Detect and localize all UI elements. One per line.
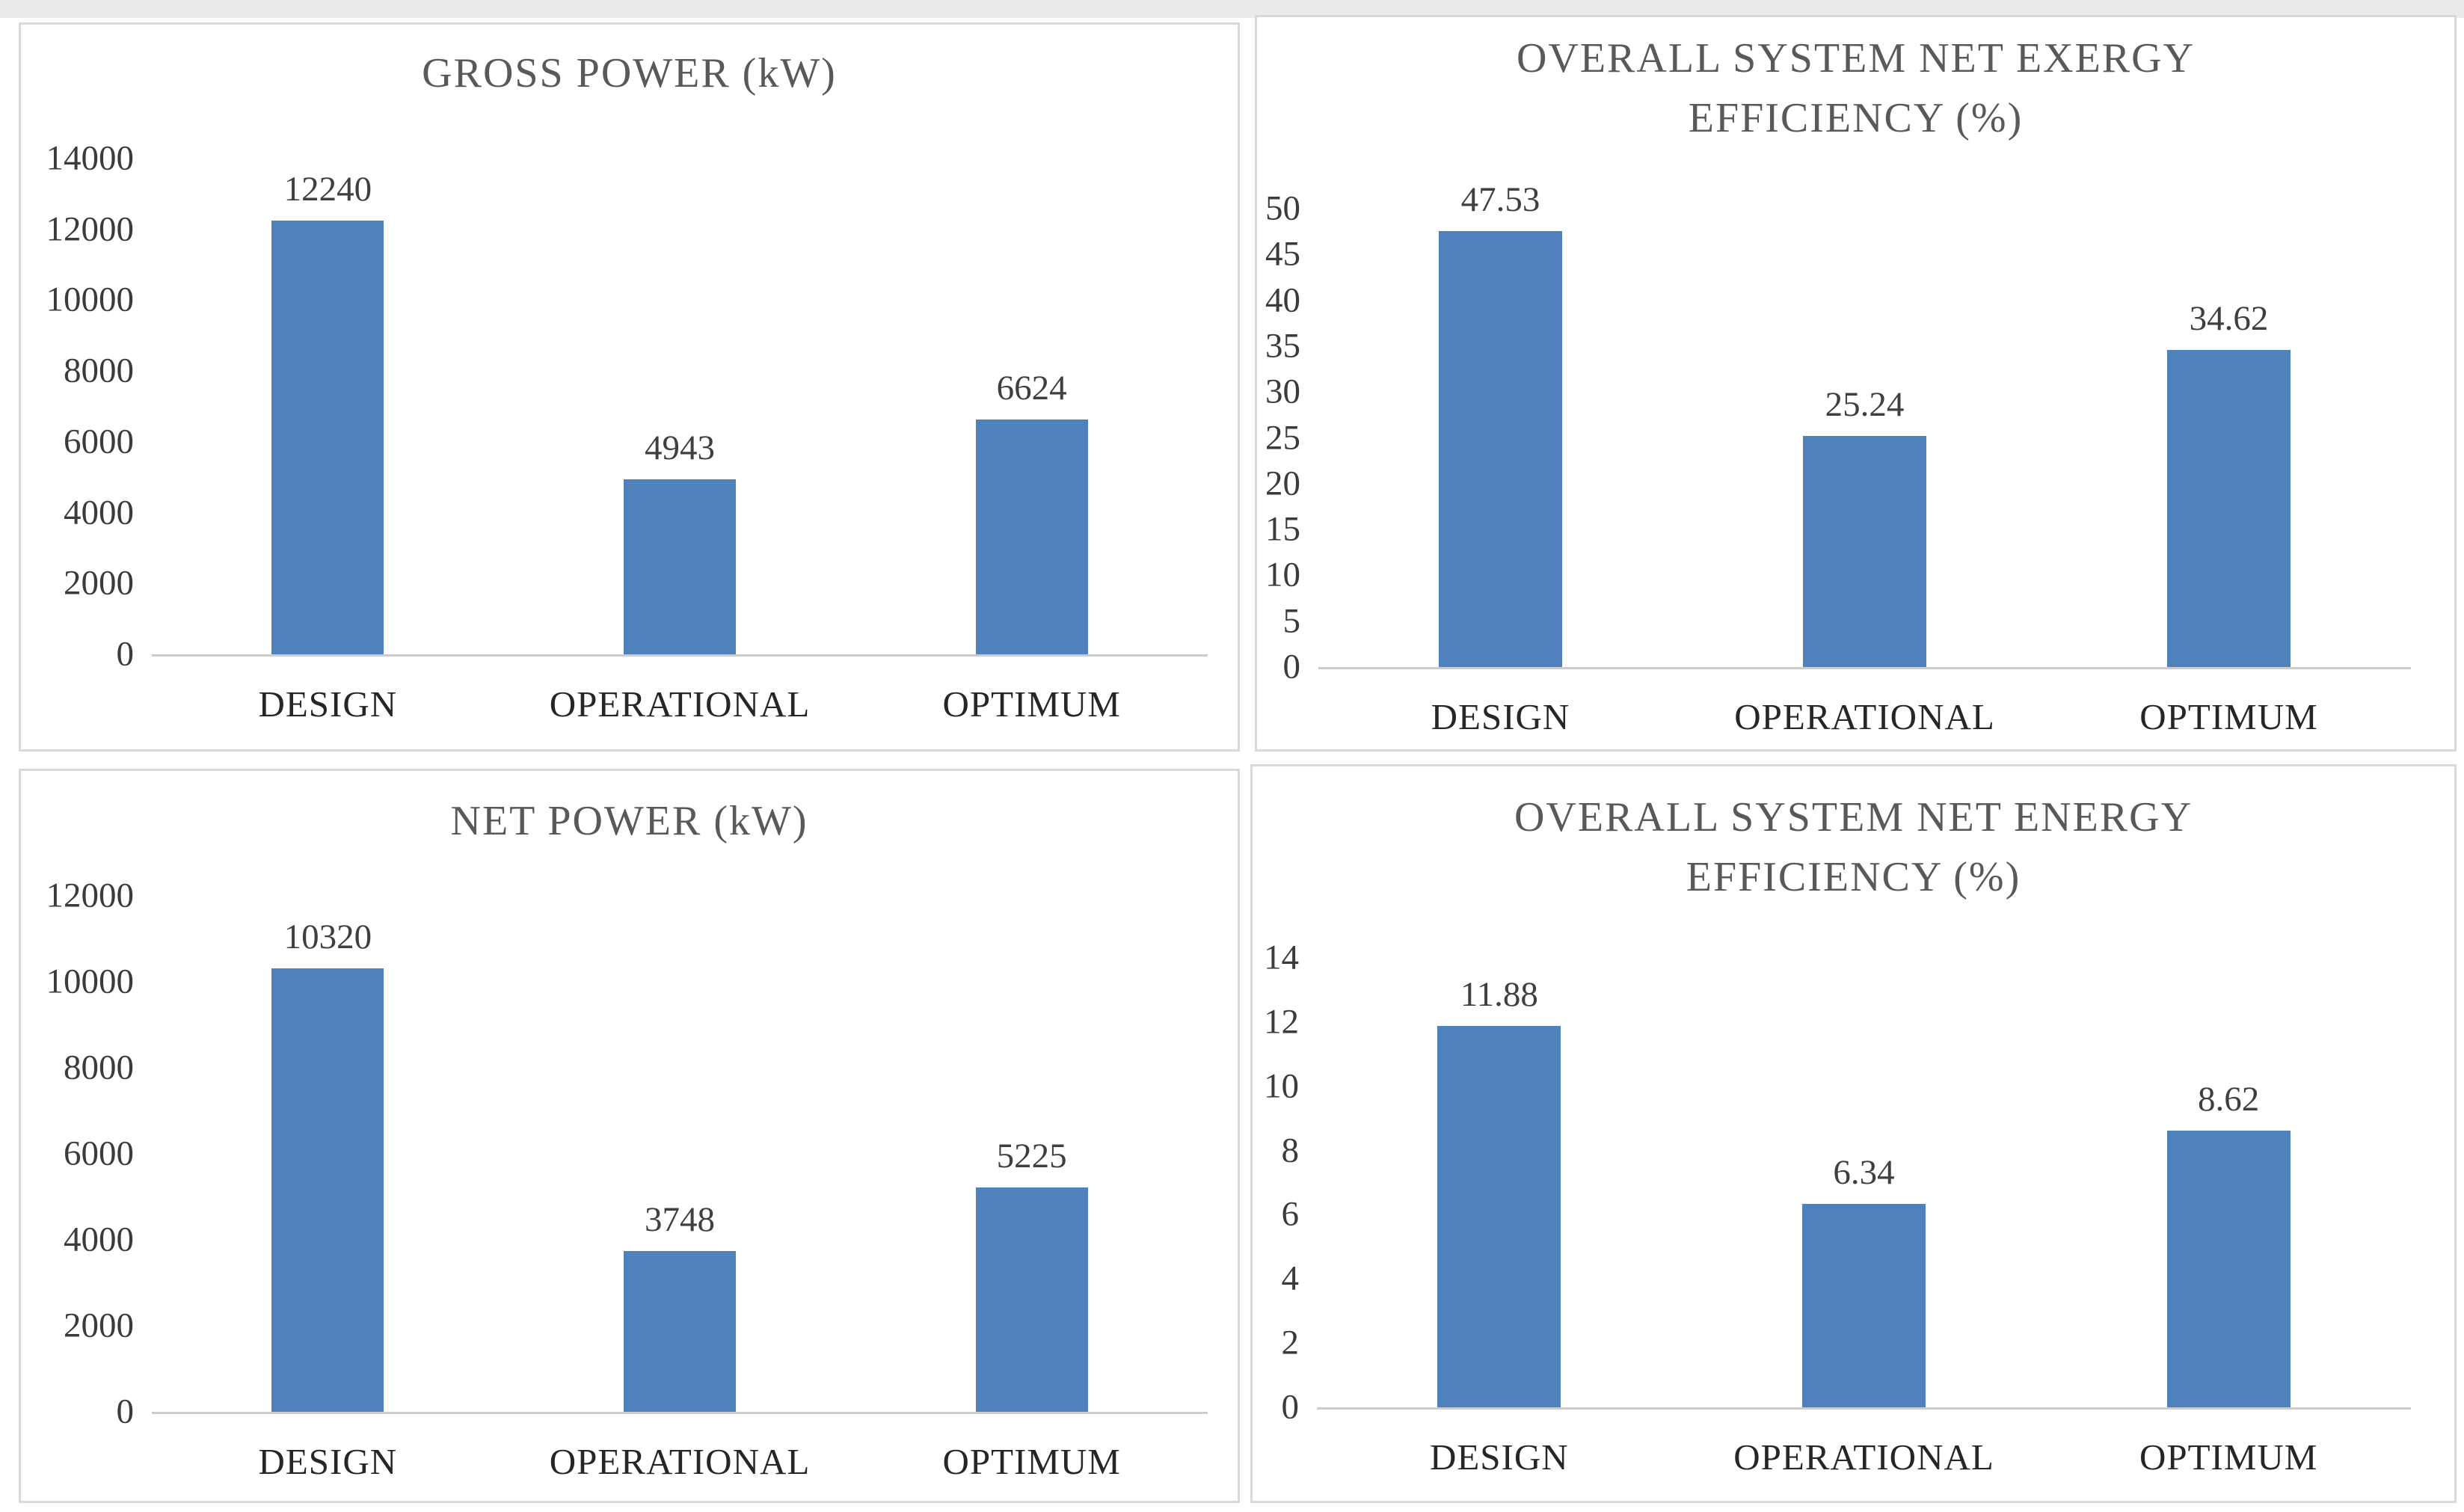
chart-title: OVERALL SYSTEM NET ENERGY EFFICIENCY (%) bbox=[1253, 787, 2454, 907]
x-category-label: OPTIMUM bbox=[2139, 1436, 2318, 1478]
x-axis-labels: DESIGN OPERATIONAL OPTIMUM bbox=[152, 654, 1208, 749]
chart-title: NET POWER (kW) bbox=[21, 791, 1238, 851]
y-tick-label: 2000 bbox=[64, 1306, 134, 1345]
chart-title-line: GROSS POWER (kW) bbox=[422, 50, 837, 96]
x-category-label: OPERATIONAL bbox=[549, 683, 811, 725]
x-category-label: OPTIMUM bbox=[942, 1441, 1121, 1482]
y-tick-label: 12000 bbox=[46, 209, 135, 249]
y-tick-label: 30 bbox=[1265, 372, 1300, 411]
plot-area: 47.53 25.24 34.62 bbox=[1318, 182, 2411, 669]
chart-net-power: NET POWER (kW) 0 2000 4000 6000 8000 10000 120… bbox=[19, 769, 1240, 1503]
bar-operational bbox=[1803, 435, 1926, 667]
y-tick-label: 8000 bbox=[64, 351, 134, 390]
x-category-label: OPTIMUM bbox=[942, 683, 1121, 725]
y-axis: 0 2 4 6 8 10 12 14 bbox=[1253, 940, 1300, 1425]
y-tick-label: 15 bbox=[1265, 509, 1300, 549]
y-tick-label: 4000 bbox=[64, 493, 134, 532]
bar-value-label: 12240 bbox=[283, 170, 372, 209]
bar-design bbox=[271, 221, 384, 654]
chart-title-line: EFFICIENCY (%) bbox=[1686, 854, 2021, 900]
bar-optimum bbox=[975, 1187, 1088, 1412]
y-tick-label: 0 bbox=[116, 634, 135, 674]
chart-title-line: OVERALL SYSTEM NET ENERGY bbox=[1514, 794, 2193, 840]
bar-optimum bbox=[2166, 1130, 2291, 1407]
bar-value-label: 47.53 bbox=[1460, 180, 1540, 220]
y-tick-label: 40 bbox=[1265, 280, 1300, 320]
bar-value-label: 6.34 bbox=[1833, 1152, 1895, 1192]
chart-title-line: NET POWER (kW) bbox=[450, 798, 808, 844]
y-tick-label: 12000 bbox=[46, 876, 135, 915]
x-category-label: DESIGN bbox=[258, 683, 398, 725]
bar-value-label: 10320 bbox=[283, 917, 372, 956]
y-axis: 0 2000 4000 6000 8000 10000 12000 bbox=[21, 878, 135, 1429]
bar-design bbox=[271, 968, 384, 1412]
bar-value-label: 34.62 bbox=[2189, 298, 2269, 338]
chart-title-line: EFFICIENCY (%) bbox=[1688, 95, 2024, 141]
bar-optimum bbox=[975, 420, 1088, 654]
y-tick-label: 8 bbox=[1281, 1131, 1300, 1170]
y-tick-label: 6000 bbox=[64, 422, 134, 461]
x-category-label: DESIGN bbox=[258, 1441, 398, 1482]
y-tick-label: 14000 bbox=[46, 138, 135, 178]
bar-optimum bbox=[2167, 349, 2291, 667]
y-tick-label: 45 bbox=[1265, 234, 1300, 274]
chart-title: GROSS POWER (kW) bbox=[21, 43, 1238, 103]
chart-title-line: OVERALL SYSTEM NET EXERGY bbox=[1516, 35, 2196, 82]
plot-area: 10320 3748 5225 bbox=[152, 896, 1208, 1414]
y-tick-label: 20 bbox=[1265, 464, 1300, 503]
x-axis-labels: DESIGN OPERATIONAL OPTIMUM bbox=[152, 1412, 1208, 1501]
bar-operational bbox=[624, 479, 736, 654]
plot-area: 12240 4943 6624 bbox=[152, 159, 1208, 657]
y-axis: 0 2000 4000 6000 8000 10000 12000 14000 bbox=[21, 141, 135, 672]
bar-value-label: 11.88 bbox=[1460, 975, 1538, 1015]
y-tick-label: 2000 bbox=[64, 563, 134, 603]
y-tick-label: 5 bbox=[1282, 601, 1301, 641]
y-tick-label: 8000 bbox=[64, 1048, 134, 1087]
y-tick-label: 6000 bbox=[64, 1134, 134, 1173]
y-tick-label: 4 bbox=[1281, 1259, 1300, 1298]
bar-value-label: 4943 bbox=[645, 428, 715, 467]
bar-value-label: 6624 bbox=[996, 369, 1067, 408]
y-tick-label: 50 bbox=[1265, 188, 1300, 228]
y-tick-label: 35 bbox=[1265, 326, 1300, 366]
y-tick-label: 0 bbox=[1282, 647, 1301, 686]
y-tick-label: 10 bbox=[1264, 1066, 1299, 1106]
bar-value-label: 8.62 bbox=[2198, 1079, 2260, 1119]
chart-title: OVERALL SYSTEM NET EXERGY EFFICIENCY (%) bbox=[1257, 28, 2454, 148]
y-tick-label: 2 bbox=[1281, 1323, 1300, 1362]
y-tick-label: 12 bbox=[1264, 1002, 1299, 1042]
y-axis: 0 5 10 15 20 25 30 35 40 45 50 bbox=[1257, 191, 1301, 684]
bar-operational bbox=[1802, 1203, 1926, 1407]
bar-design bbox=[1439, 231, 1562, 667]
y-tick-label: 10 bbox=[1265, 555, 1300, 594]
y-tick-label: 10000 bbox=[46, 280, 135, 319]
bar-design bbox=[1437, 1026, 1561, 1407]
bar-value-label: 5225 bbox=[996, 1136, 1067, 1176]
chart-gross-power: GROSS POWER (kW) 0 2000 4000 6000 8000 10000 1… bbox=[19, 22, 1240, 752]
chart-net-energy-efficiency: OVERALL SYSTEM NET ENERGY EFFICIENCY (%) … bbox=[1250, 764, 2457, 1503]
x-category-label: OPERATIONAL bbox=[549, 1441, 811, 1482]
x-category-label: DESIGN bbox=[1431, 696, 1570, 737]
bar-operational bbox=[624, 1250, 736, 1412]
y-tick-label: 6 bbox=[1281, 1194, 1300, 1234]
bar-value-label: 25.24 bbox=[1825, 384, 1905, 424]
x-category-label: OPERATIONAL bbox=[1733, 1436, 1994, 1478]
y-tick-label: 25 bbox=[1265, 418, 1300, 457]
y-tick-label: 0 bbox=[1281, 1387, 1300, 1427]
bar-value-label: 3748 bbox=[645, 1199, 715, 1239]
plot-area: 11.88 6.34 8.62 bbox=[1317, 958, 2411, 1410]
x-axis-labels: DESIGN OPERATIONAL OPTIMUM bbox=[1317, 1407, 2411, 1501]
y-tick-label: 0 bbox=[116, 1392, 135, 1431]
x-category-label: OPERATIONAL bbox=[1734, 696, 1995, 737]
y-tick-label: 10000 bbox=[46, 962, 135, 1001]
y-tick-label: 4000 bbox=[64, 1220, 134, 1259]
x-category-label: OPTIMUM bbox=[2139, 696, 2318, 737]
chart-net-exergy-efficiency: OVERALL SYSTEM NET EXERGY EFFICIENCY (%) … bbox=[1255, 15, 2457, 752]
x-axis-labels: DESIGN OPERATIONAL OPTIMUM bbox=[1318, 667, 2411, 749]
y-tick-label: 14 bbox=[1264, 938, 1299, 977]
x-category-label: DESIGN bbox=[1429, 1436, 1569, 1478]
